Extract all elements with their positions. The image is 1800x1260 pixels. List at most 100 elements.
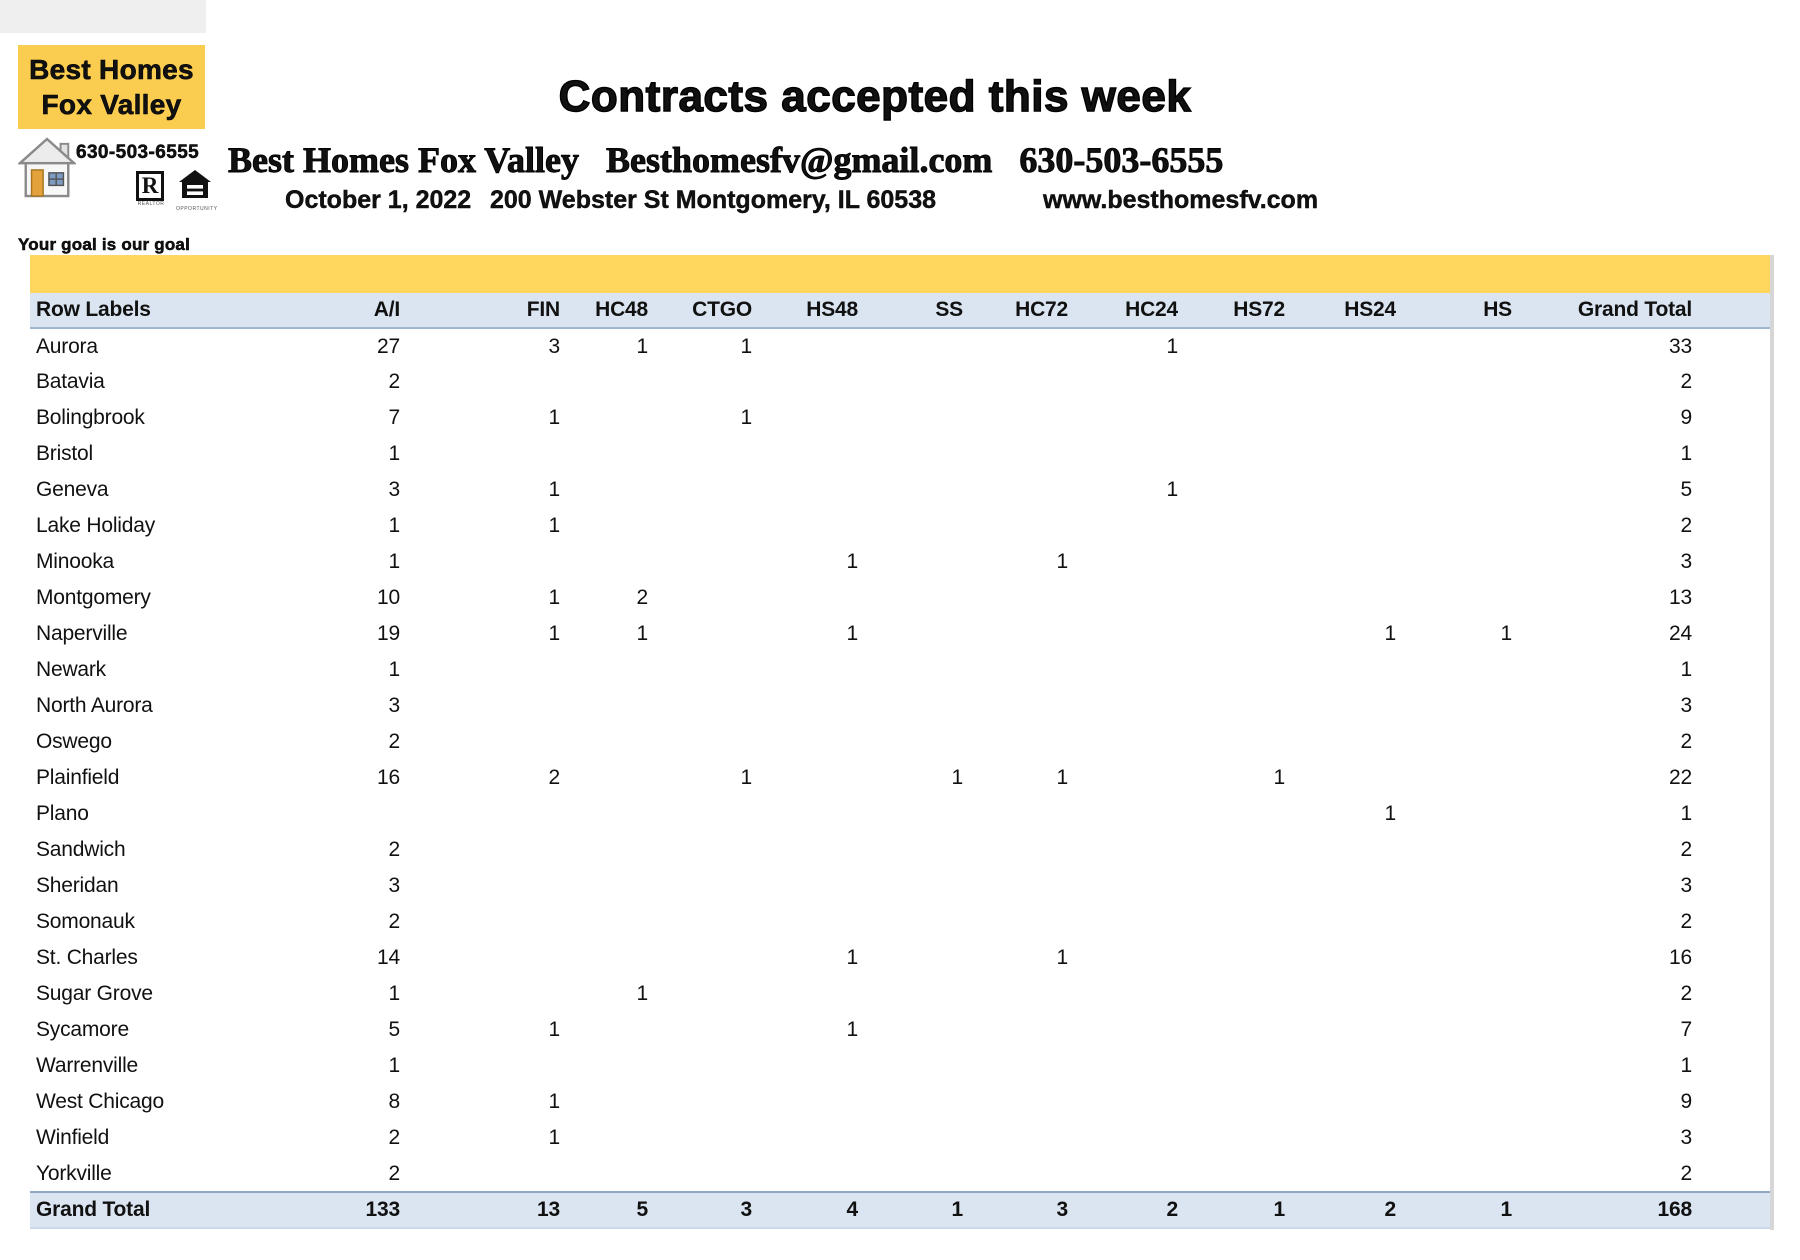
value-cell: 1	[548, 1090, 560, 1113]
table-row-minooka: Minooka 1 1 1 3	[30, 544, 1770, 580]
grand-total-cell: 1	[1273, 1198, 1285, 1221]
value-cell	[963, 868, 1068, 904]
value-cell	[752, 508, 858, 544]
value-cell	[1068, 904, 1178, 940]
value-cell: 1	[548, 406, 560, 429]
value-cell	[1285, 652, 1396, 688]
value-cell	[648, 1048, 752, 1084]
value-cell	[1178, 400, 1285, 436]
pivot-sheet: Row Labels A/I FIN HC48 CTGO HS48 SS HC72 HC24 HS…	[30, 255, 1770, 1229]
contact-line: Best Homes Fox Valley Besthomesfv@gmail.…	[228, 139, 1224, 181]
value-cell	[963, 724, 1068, 760]
value-cell	[1178, 1012, 1285, 1048]
value-cell	[858, 1084, 963, 1120]
value-cell	[858, 796, 963, 832]
value-cell	[560, 724, 648, 760]
grand-total-cell: 5	[636, 1198, 648, 1221]
table-row-batavia: Batavia 2 2	[30, 364, 1770, 400]
col-header-hc72: HC72	[1015, 298, 1068, 321]
row-label: Somonauk	[36, 910, 135, 933]
value-cell	[858, 652, 963, 688]
street-address: 200 Webster St Montgomery, IL 60538	[490, 186, 936, 214]
value-cell	[1396, 724, 1512, 760]
equal-housing-icon	[179, 170, 211, 198]
report-date: October 1, 2022	[285, 186, 472, 214]
value-cell: 1	[548, 1018, 560, 1041]
value-cell	[400, 724, 560, 760]
row-label: West Chicago	[36, 1090, 164, 1113]
value-cell: 1	[548, 1126, 560, 1149]
value-cell	[752, 364, 858, 400]
value-cell	[963, 616, 1068, 652]
grand-total-row: Grand Total 133 13 5 3 4 1 3 2 1 2 1 168	[30, 1192, 1770, 1228]
value-cell: 1	[388, 442, 400, 465]
value-cell	[648, 1012, 752, 1048]
value-cell	[963, 904, 1068, 940]
value-cell: 1	[740, 766, 752, 789]
value-cell	[1068, 1012, 1178, 1048]
value-cell	[560, 1012, 648, 1048]
value-cell	[560, 400, 648, 436]
value-cell: 1	[548, 478, 560, 501]
value-cell	[648, 508, 752, 544]
value-cell	[752, 1156, 858, 1192]
row-grand-total: 1	[1680, 442, 1693, 465]
value-cell	[858, 544, 963, 580]
table-row-north-aurora: North Aurora 3 3	[30, 688, 1770, 724]
value-cell	[1396, 1048, 1512, 1084]
row-grand-total: 2	[1680, 910, 1693, 933]
value-cell	[1285, 364, 1396, 400]
value-cell	[1178, 1120, 1285, 1156]
table-row-sycamore: Sycamore 5 1 1 7	[30, 1012, 1770, 1048]
value-cell	[963, 364, 1068, 400]
value-cell	[648, 832, 752, 868]
table-row-west-chicago: West Chicago 8 1 9	[30, 1084, 1770, 1120]
value-cell: 1	[1384, 802, 1396, 825]
value-cell: 1	[1056, 946, 1068, 969]
value-cell: 16	[377, 766, 400, 789]
value-cell	[400, 940, 560, 976]
value-cell	[1285, 580, 1396, 616]
value-cell	[560, 868, 648, 904]
value-cell	[1285, 1012, 1396, 1048]
value-cell: 1	[1056, 766, 1068, 789]
value-cell	[1285, 544, 1396, 580]
value-cell	[1068, 868, 1178, 904]
row-label: Yorkville	[36, 1161, 112, 1185]
sheet-right-edge	[1770, 255, 1774, 1230]
row-label: Sugar Grove	[36, 982, 153, 1005]
value-cell	[858, 364, 963, 400]
value-cell	[752, 760, 858, 796]
value-cell	[963, 1120, 1068, 1156]
value-cell	[1285, 436, 1396, 472]
value-cell	[1068, 1120, 1178, 1156]
value-cell: 14	[377, 946, 400, 969]
value-cell	[1396, 904, 1512, 940]
value-cell: 3	[388, 694, 400, 717]
pivot-table: Row Labels A/I FIN HC48 CTGO HS48 SS HC72 HC24 HS…	[30, 293, 1770, 1229]
row-label: Geneva	[36, 478, 109, 501]
value-cell	[858, 868, 963, 904]
value-cell	[560, 652, 648, 688]
value-cell	[858, 1120, 963, 1156]
value-cell	[1285, 1156, 1396, 1192]
company-logo: Best Homes Fox Valley 630-503-6555 R REA…	[18, 45, 217, 259]
value-cell	[1396, 400, 1512, 436]
value-cell	[1178, 436, 1285, 472]
value-cell	[1068, 796, 1178, 832]
value-cell	[1178, 580, 1285, 616]
value-cell: 2	[388, 370, 400, 393]
row-label: Lake Holiday	[36, 514, 156, 537]
value-cell	[1178, 472, 1285, 508]
table-row-st-charles: St. Charles 14 1 1 16	[30, 940, 1770, 976]
table-body: Aurora 27 3 1 1 1 33 Batavia 2 2 Bolingbrook 7 1 1 9 Br…	[30, 328, 1770, 1192]
value-cell	[560, 472, 648, 508]
col-header-grand-total: Grand Total	[1577, 298, 1692, 321]
value-cell: 3	[388, 478, 400, 501]
value-cell: 1	[636, 982, 648, 1005]
value-cell	[1068, 436, 1178, 472]
value-cell	[858, 904, 963, 940]
value-cell	[1285, 400, 1396, 436]
value-cell	[648, 724, 752, 760]
value-cell	[400, 436, 560, 472]
